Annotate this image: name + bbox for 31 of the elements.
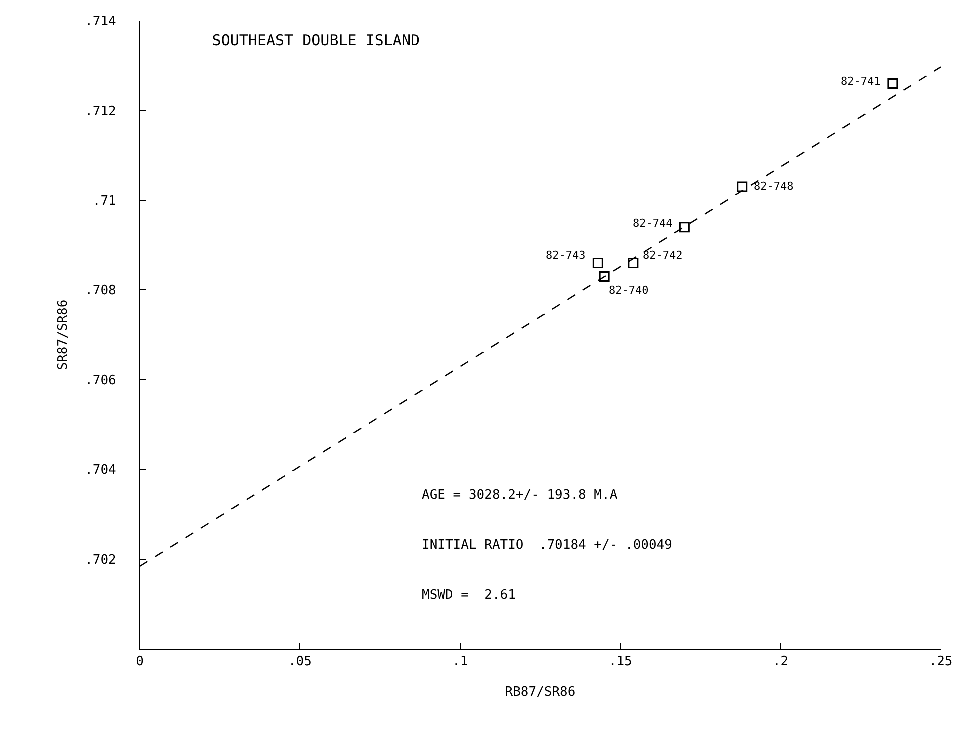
annotation: AGE = 3028.2+/- 193.8 M.A xyxy=(422,488,618,503)
y-tick-label: .712 xyxy=(85,104,116,120)
x-tick-label: .25 xyxy=(929,654,953,670)
annotation: 82-744 xyxy=(633,217,674,230)
annotation: 82-743 xyxy=(546,249,586,262)
point xyxy=(628,258,639,268)
x-tick-label: .05 xyxy=(288,654,312,670)
annotation: 82-742 xyxy=(643,249,683,262)
point xyxy=(679,222,690,233)
y-tick-label: .704 xyxy=(85,463,117,478)
y-tick-label: .71 xyxy=(92,194,116,209)
y-tick-label: .706 xyxy=(85,373,116,388)
y-tick-label: .708 xyxy=(85,284,116,299)
annotation: 82-748 xyxy=(754,180,794,193)
text: SOUTHEAST DOUBLE ISLAND xyxy=(212,31,420,50)
x-tick-label: .2 xyxy=(772,654,789,670)
y-tick-label: .714 xyxy=(85,14,117,30)
annotation: 82-741 xyxy=(841,75,881,88)
point xyxy=(888,78,898,90)
annotation: 82-740 xyxy=(609,284,649,297)
point xyxy=(599,271,610,282)
y-axis-title: SR87/SR86 xyxy=(56,300,72,370)
point xyxy=(737,182,748,192)
point xyxy=(592,258,604,268)
x-tick-label: .15 xyxy=(608,654,632,670)
x-axis-title: RB87/SR86 xyxy=(505,685,576,700)
annotation: MSWD = 2.61 xyxy=(422,588,516,603)
x-tick-label: 0 xyxy=(136,654,144,670)
x-tick-label: .1 xyxy=(452,654,468,670)
annotation: INITIAL RATIO .70184 +/- .00049 xyxy=(422,538,672,553)
y-tick-label: .702 xyxy=(85,552,116,568)
